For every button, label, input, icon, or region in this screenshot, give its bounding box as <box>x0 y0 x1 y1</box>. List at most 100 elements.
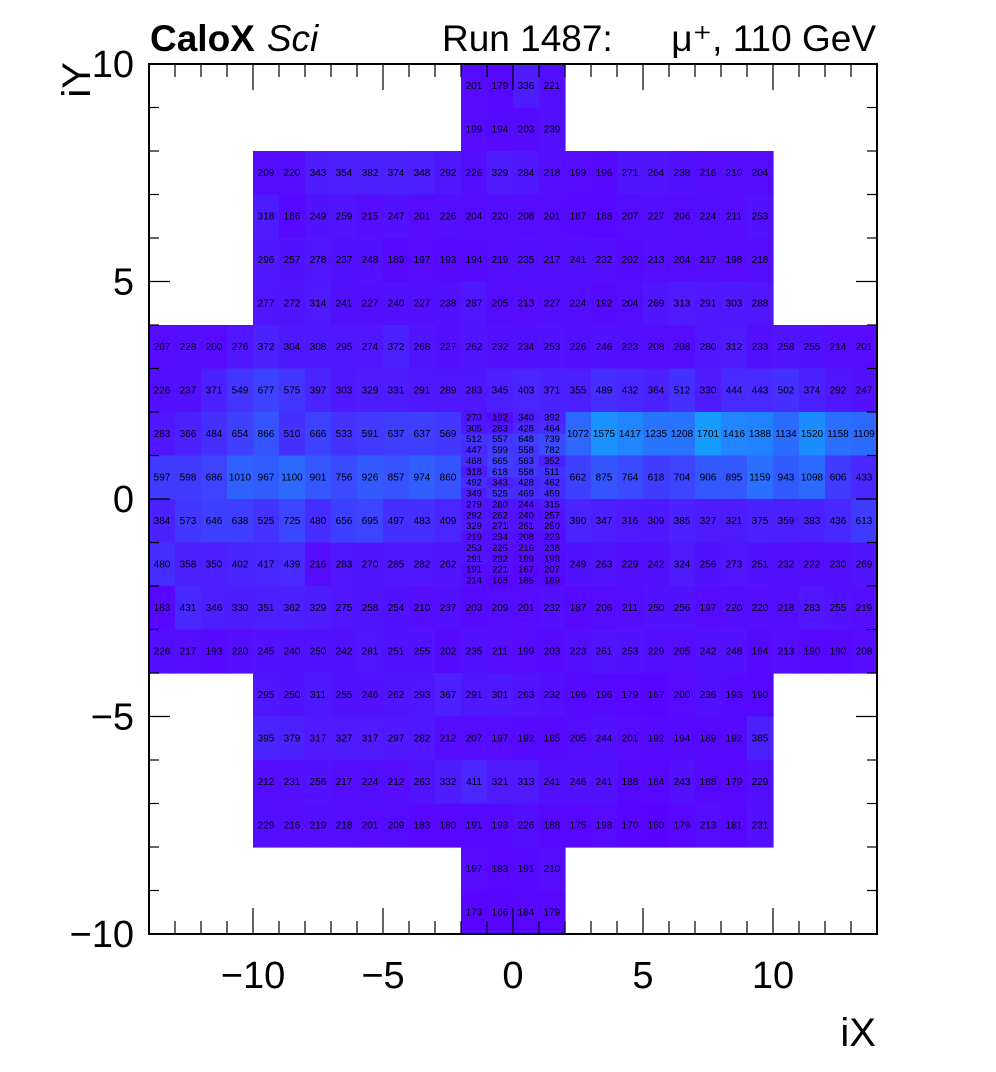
cell-value-label: 271 <box>622 168 639 179</box>
heatmap-cell <box>305 455 332 500</box>
heatmap-cell <box>435 629 462 674</box>
heatmap-cell <box>747 455 774 500</box>
heatmap-cell <box>773 499 800 544</box>
heatmap-cell <box>721 586 748 631</box>
cell-value-label: 283 <box>492 423 508 434</box>
heatmap-cell <box>799 455 826 500</box>
cell-value-label: 219 <box>466 532 482 543</box>
heatmap-cell <box>513 466 540 478</box>
cell-value-label: 665 <box>492 456 508 467</box>
cell-value-label: 255 <box>804 342 821 353</box>
heatmap-cell <box>461 412 488 424</box>
heatmap-cell <box>565 716 592 761</box>
cell-value-label: 354 <box>336 168 353 179</box>
heatmap-cell <box>695 151 722 196</box>
cell-value-label: 202 <box>622 255 639 266</box>
heatmap-cell <box>643 499 670 544</box>
cell-value-label: 321 <box>492 777 509 788</box>
cell-value-label: 236 <box>700 690 717 701</box>
cell-value-label: 349 <box>466 489 482 500</box>
cell-value-label: 289 <box>440 385 457 396</box>
cell-value-label: 194 <box>674 733 691 744</box>
heatmap-cell <box>409 586 436 631</box>
cell-value-label: 216 <box>518 543 534 554</box>
heatmap-cell <box>747 151 774 196</box>
heatmap-cell <box>591 412 618 457</box>
heatmap-cell <box>357 542 384 587</box>
heatmap-cell <box>383 151 410 196</box>
cell-value-label: 510 <box>284 429 301 440</box>
cell-value-label: 203 <box>544 646 561 657</box>
heatmap-cell <box>825 629 852 674</box>
heatmap-cell <box>253 368 280 413</box>
heatmap-cell <box>617 238 644 283</box>
heatmap-cell <box>513 760 540 805</box>
cell-value-label: 192 <box>492 412 508 423</box>
heatmap-cell <box>513 433 540 446</box>
cell-value-label: 245 <box>258 646 275 657</box>
cell-value-label: 277 <box>258 298 275 309</box>
cell-value-label: 283 <box>154 429 171 440</box>
cell-value-label: 198 <box>726 255 743 266</box>
cell-value-label: 409 <box>440 516 457 527</box>
cell-value-label: 194 <box>492 124 509 135</box>
heatmap-cell <box>357 455 384 500</box>
heatmap-cell <box>747 325 774 370</box>
cell-value-label: 238 <box>544 543 560 554</box>
heatmap-cell <box>695 499 722 544</box>
cell-value-label: 232 <box>544 690 561 701</box>
cell-value-label: 637 <box>414 429 431 440</box>
cell-value-label: 270 <box>362 559 379 570</box>
heatmap-cell <box>435 194 462 239</box>
heatmap-cell <box>565 412 592 457</box>
y-tick-label: 10 <box>92 44 134 86</box>
cell-value-label: 241 <box>544 777 561 788</box>
cell-value-label: 231 <box>284 777 301 788</box>
heatmap-cell <box>539 564 566 576</box>
cell-value-label: 469 <box>518 489 534 500</box>
heatmap-cell <box>539 466 566 478</box>
heatmap-cell <box>617 542 644 587</box>
heatmap-cell <box>565 455 592 500</box>
cell-value-label: 262 <box>440 559 457 570</box>
cell-value-label: 183 <box>154 603 171 614</box>
cell-value-label: 168 <box>492 576 508 587</box>
cell-value-label: 246 <box>570 777 587 788</box>
cell-value-label: 598 <box>180 472 197 483</box>
cell-value-label: 606 <box>830 472 847 483</box>
heatmap-cell <box>513 151 540 196</box>
heatmap-cell <box>513 673 540 718</box>
heatmap-cell <box>669 499 696 544</box>
cell-value-label: 397 <box>310 385 327 396</box>
cell-value-label: 256 <box>310 777 327 788</box>
cell-value-label: 346 <box>206 603 223 614</box>
cell-value-label: 1388 <box>749 429 772 440</box>
heatmap-cell <box>747 716 774 761</box>
heatmap-cell <box>227 542 254 587</box>
heatmap-cell <box>461 368 488 413</box>
cell-value-label: 200 <box>674 690 691 701</box>
cell-value-label: 284 <box>518 168 535 179</box>
heatmap-cell <box>227 412 254 457</box>
cell-value-label: 238 <box>674 168 691 179</box>
header-title: CaloX Sci <box>150 18 320 59</box>
cell-value-label: 197 <box>414 255 431 266</box>
heatmap-cell <box>331 194 358 239</box>
cell-value-label: 1134 <box>775 429 797 440</box>
heatmap-cell <box>669 412 696 457</box>
heatmap-cell <box>461 520 488 533</box>
cell-value-label: 686 <box>206 472 223 483</box>
cell-value-label: 444 <box>726 385 743 396</box>
heatmap-cell <box>357 499 384 544</box>
cell-value-label: 220 <box>726 603 743 614</box>
cell-value-label: 287 <box>466 298 483 309</box>
cell-value-label: 253 <box>752 211 769 222</box>
heatmap-cell <box>747 542 774 587</box>
cell-value-label: 226 <box>518 820 535 831</box>
cell-value-label: 512 <box>466 434 482 445</box>
cell-value-label: 259 <box>336 211 353 222</box>
heatmap-cell <box>487 586 514 631</box>
heatmap-cell <box>643 455 670 500</box>
cell-value-label: 207 <box>466 733 483 744</box>
cell-value-label: 226 <box>570 342 587 353</box>
